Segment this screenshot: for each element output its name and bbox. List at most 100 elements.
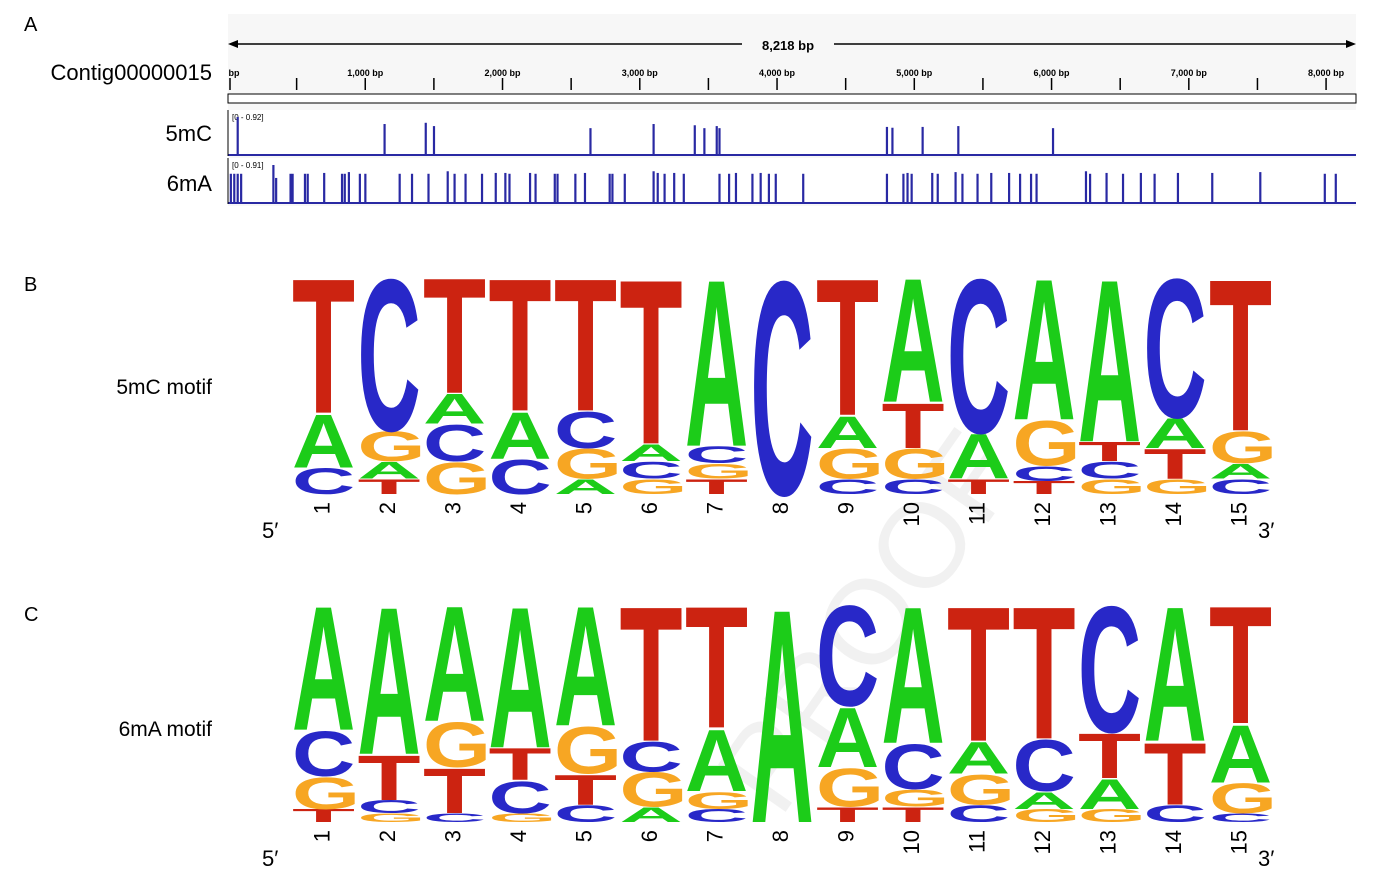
methylation-bar (1323, 173, 1326, 203)
ruler-tick-label: 3,000 bp (622, 68, 659, 78)
methylation-bar (240, 173, 243, 203)
methylation-bar (718, 173, 721, 203)
position-number: 7 (703, 502, 728, 514)
methylation-bar (1008, 172, 1011, 203)
methylation-bar (936, 173, 939, 203)
methylation-bar (682, 173, 685, 203)
methylation-bar (453, 173, 456, 203)
logo-letter-C: C (947, 234, 1010, 480)
logo-letter-A: A (882, 241, 945, 440)
methylation-bar (480, 173, 484, 203)
methylation-bar (931, 172, 934, 203)
methylation-bar (990, 172, 993, 203)
logo-letter-C: C (1209, 475, 1272, 499)
length-arrow-left (228, 40, 238, 48)
methylation-bar (715, 126, 718, 155)
logo-letter-T: T (685, 474, 748, 498)
methylation-bar (652, 124, 655, 155)
logo-letter-C: C (685, 441, 748, 468)
logo-letter-G: G (816, 440, 884, 488)
logo-letter-C: C (1013, 726, 1076, 808)
logo-letter-A: A (751, 546, 814, 878)
methylation-bar (1088, 173, 1092, 203)
methylation-bar (1051, 128, 1055, 155)
logo-letter-A: A (554, 570, 617, 761)
logo-letter-C: C (554, 402, 617, 460)
position-number: 9 (834, 830, 859, 842)
methylation-bar (556, 173, 559, 203)
methylation-bar (1084, 171, 1088, 203)
logo-letter-T: T (292, 238, 355, 454)
methylation-bar (751, 173, 754, 203)
logo-letter-A: A (620, 803, 683, 827)
methylation-bar (229, 173, 232, 203)
methylation-bar (589, 128, 592, 155)
logo-letter-T: T (882, 802, 945, 826)
logo-letter-G: G (358, 811, 426, 825)
logo-letter-C: C (358, 797, 421, 817)
methylation-bar (534, 173, 537, 203)
logo-letter-G: G (1209, 422, 1277, 473)
methylation-bar (464, 173, 467, 203)
logo-letter-G: G (685, 787, 753, 814)
three-prime-label: 3′ (1258, 846, 1274, 871)
logo-letter-C: C (882, 732, 945, 803)
length-label: 8,218 bp (762, 38, 814, 53)
methylation-bar (767, 173, 771, 203)
logo-letter-T: T (882, 390, 945, 462)
methylation-bar (1334, 173, 1337, 203)
logo-letter-G: G (292, 767, 360, 818)
logo-letter-C: C (1078, 570, 1141, 771)
position-number: 7 (703, 830, 728, 842)
methylation-bar (802, 173, 805, 203)
logo-letter-A: A (1078, 770, 1141, 818)
motif-5mc-label: 5mC motif (116, 376, 212, 399)
panel-b-label: B (24, 274, 38, 296)
methylation-bar (358, 173, 361, 203)
track-area (228, 158, 1356, 204)
logo-letter-A: A (1078, 232, 1141, 491)
position-number: 3 (441, 830, 466, 842)
logo-letter-T: T (1078, 721, 1141, 793)
methylation-bar (1018, 173, 1022, 203)
logo-letter-A: A (1209, 709, 1272, 801)
methylation-bar (885, 126, 889, 155)
logo-letter-T: T (685, 570, 748, 765)
logo-letter-G: G (554, 712, 622, 788)
position-number: 6 (637, 502, 662, 514)
logo-letter-A: A (1013, 236, 1076, 462)
methylation-bar (734, 172, 738, 203)
logo-letter-G: G (358, 422, 426, 470)
logo-letter-A: A (620, 439, 683, 466)
logo-letter-C: C (1078, 457, 1141, 484)
logo-letter-C: C (1013, 462, 1076, 486)
logo-letter-A: A (358, 564, 421, 799)
five-prime-label: 5′ (262, 518, 278, 543)
methylation-bar (774, 173, 777, 203)
logo-letter-A: A (489, 398, 552, 474)
methylation-bar (427, 173, 430, 203)
track-6ma-label: 6mA (166, 171, 212, 196)
logo-letter-G: G (947, 766, 1015, 814)
logo-letter-C: C (554, 800, 617, 827)
logo-letter-T: T (423, 244, 486, 429)
logo-letter-C: C (882, 475, 945, 499)
logo-letter-C: C (489, 451, 552, 505)
five-prime-label: 5′ (262, 846, 278, 871)
methylation-bar (718, 128, 721, 155)
logo-letter-A: A (816, 406, 879, 457)
methylation-bar (364, 173, 367, 203)
methylation-bar (663, 173, 666, 203)
position-number: 4 (506, 830, 531, 842)
logo-letter-G: G (489, 811, 557, 825)
logo-letter-C: C (685, 806, 748, 826)
methylation-bar (383, 124, 386, 155)
logo-letter-C: C (358, 235, 421, 478)
position-number: 14 (1161, 502, 1186, 526)
logo-letter-G: G (1013, 806, 1081, 826)
logo-letter-T: T (423, 756, 486, 828)
logo-letter-C: C (423, 415, 486, 473)
logo-letter-T: T (1209, 235, 1272, 478)
logo-letter-A: A (947, 422, 1010, 493)
